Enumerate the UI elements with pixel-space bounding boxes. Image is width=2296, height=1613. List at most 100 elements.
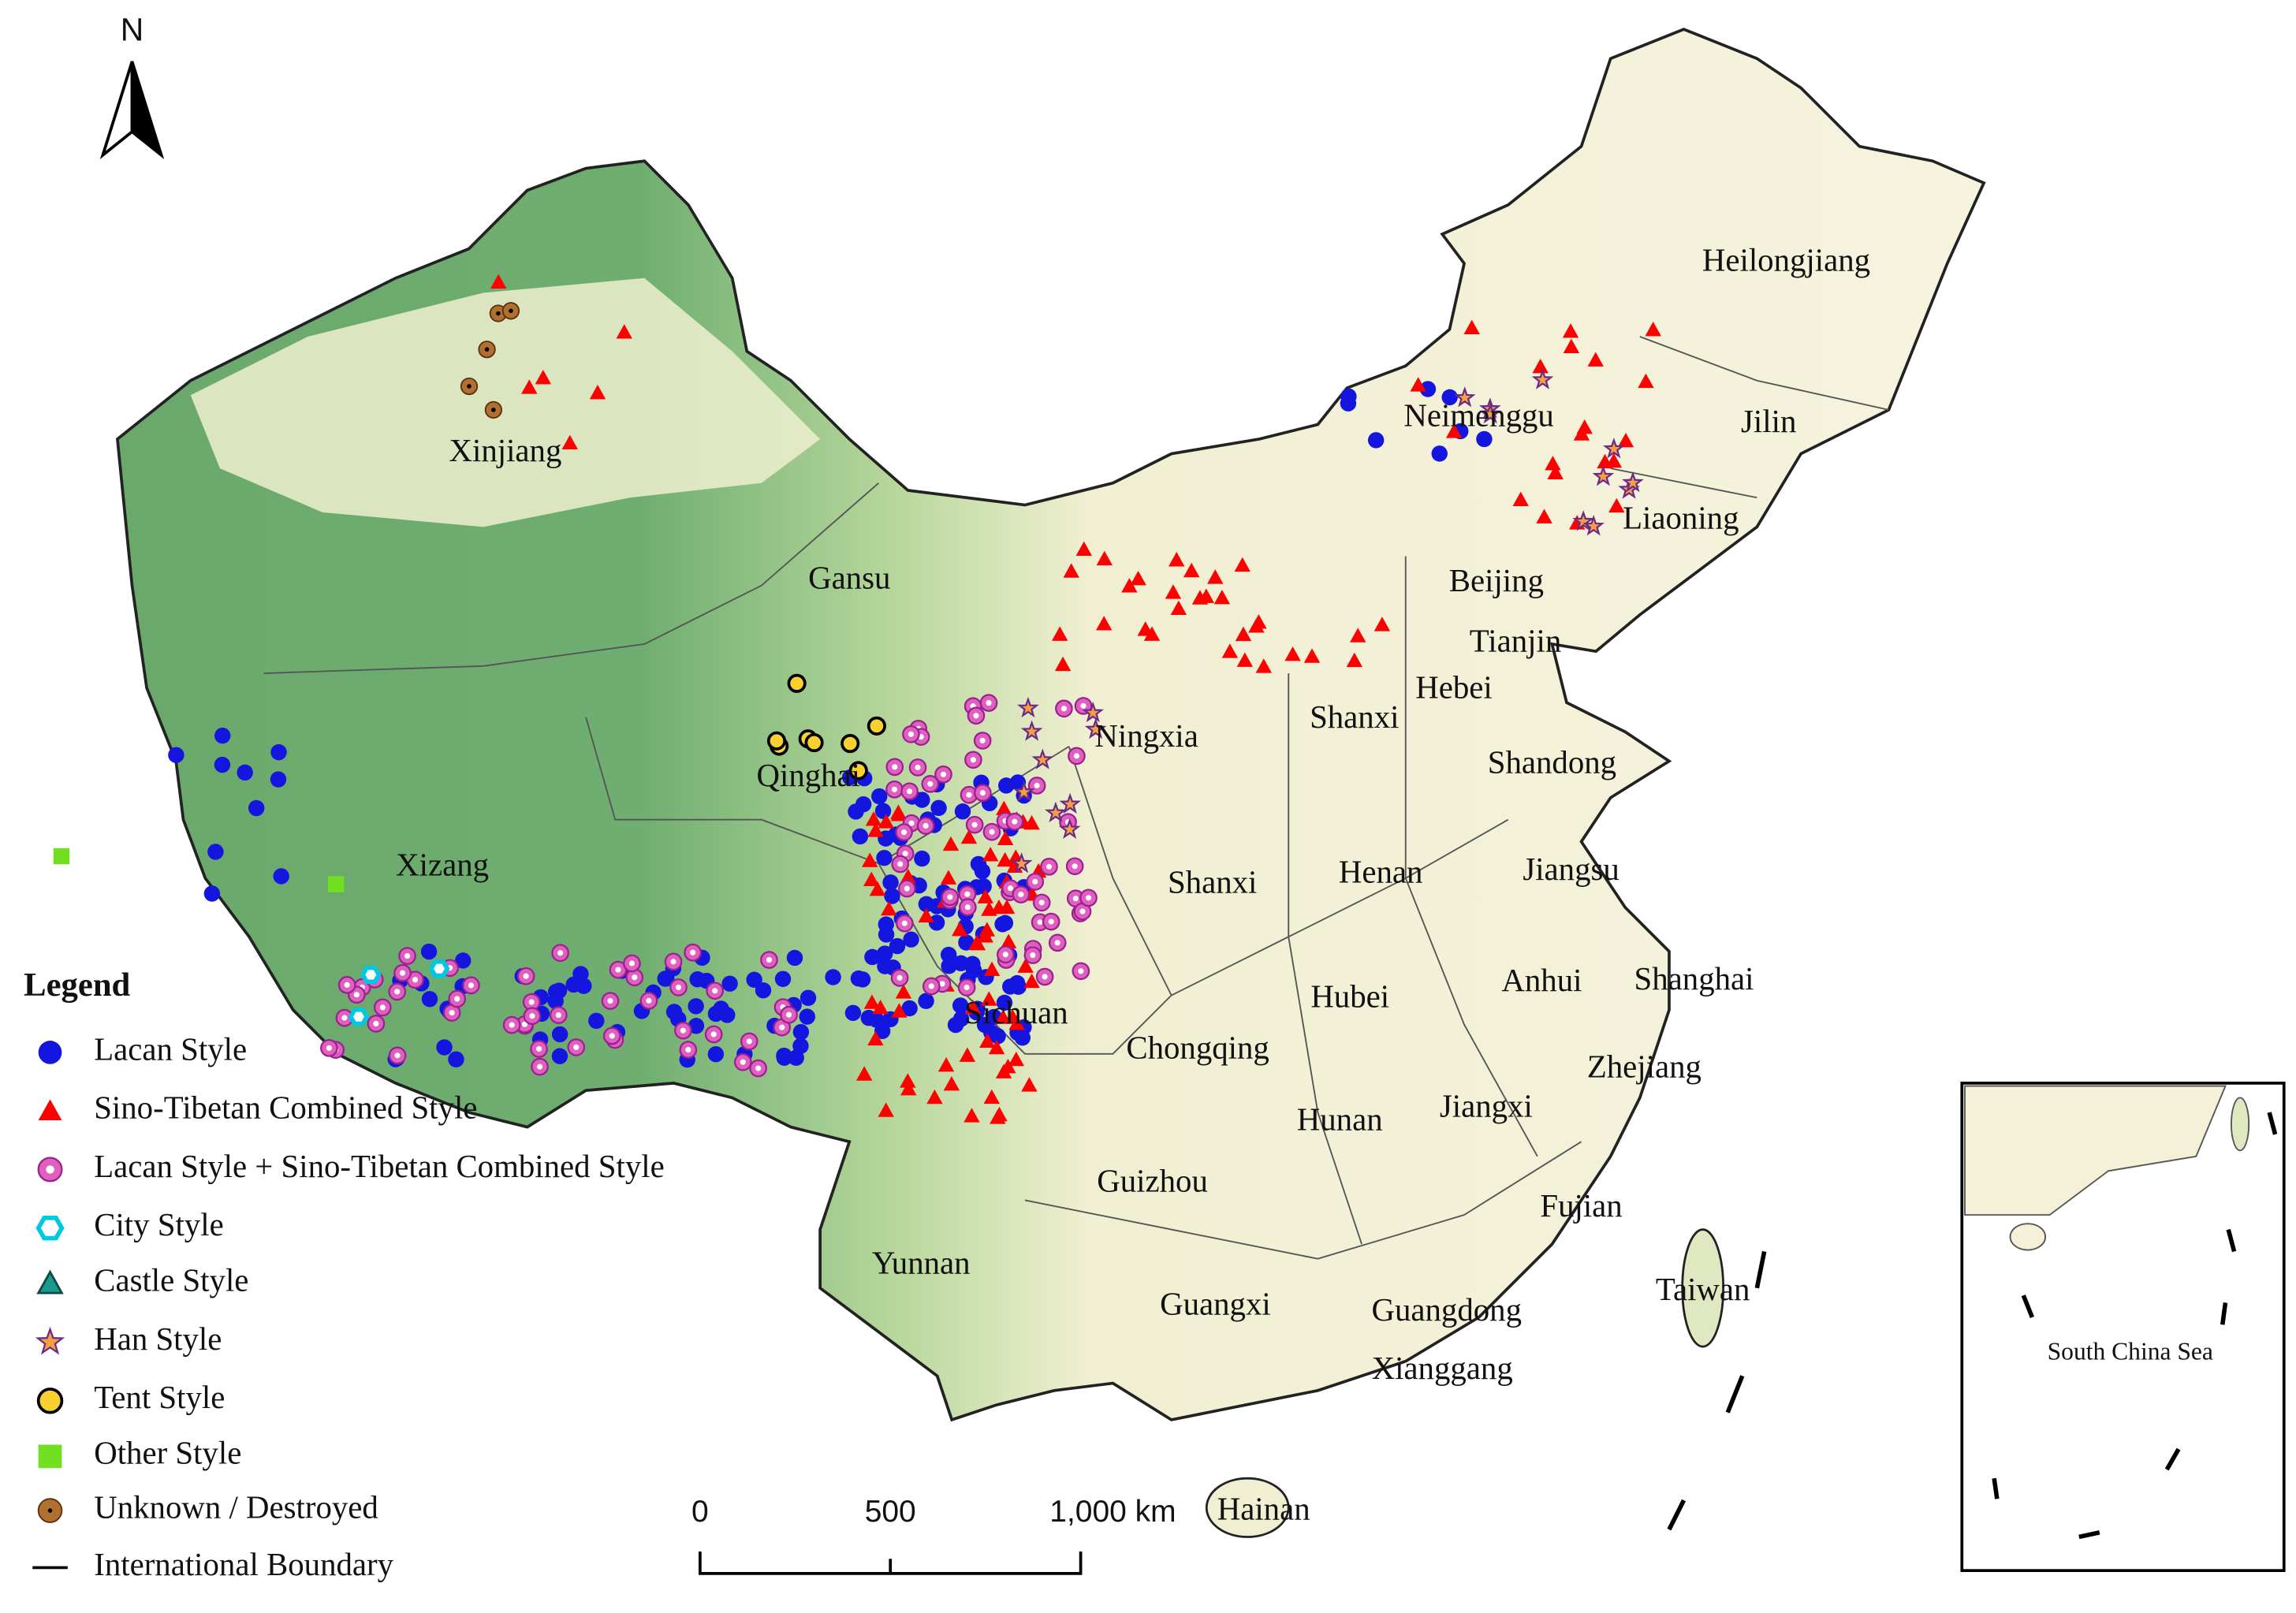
lacan-marker xyxy=(928,915,945,931)
region-label: Yunnan xyxy=(872,1245,971,1280)
sino-tibetan-marker xyxy=(1638,373,1654,389)
sino-tibetan-marker xyxy=(1213,589,1231,605)
lacan-marker xyxy=(855,795,872,813)
combined-marker-dot xyxy=(891,786,898,792)
lacan-marker xyxy=(867,1011,885,1028)
han-marker xyxy=(1031,748,1054,769)
han-marker xyxy=(1010,852,1033,874)
inset-taiwan xyxy=(2230,1097,2250,1152)
sino-tibetan-marker xyxy=(940,870,957,885)
lacan-marker xyxy=(707,1045,725,1063)
lacan-marker xyxy=(974,862,991,880)
sino-tibetan-marker xyxy=(982,847,999,862)
han-marker xyxy=(1603,438,1625,459)
han-marker xyxy=(1059,792,1082,814)
sino-tibetan-marker xyxy=(1143,626,1161,641)
hainan xyxy=(1205,1477,1290,1538)
sino-tibetan-marker xyxy=(1410,377,1426,392)
region-label: Taiwan xyxy=(1656,1272,1750,1307)
boundary xyxy=(1610,336,1889,499)
lacan-marker xyxy=(884,888,900,904)
legend-label: Unknown / Destroyed xyxy=(94,1489,378,1525)
sino-tibetan-marker xyxy=(979,1033,996,1048)
unknown-marker-dot xyxy=(496,311,501,316)
region-label: Fujian xyxy=(1540,1188,1622,1224)
region-label: Qinghai xyxy=(756,758,860,793)
sino-tibetan-marker xyxy=(878,1102,894,1117)
han-marker xyxy=(1592,465,1615,486)
inset-hainan xyxy=(2009,1223,2047,1251)
inset: South China Sea xyxy=(1960,1082,2286,1573)
sino-tibetan-marker xyxy=(983,961,1001,976)
region-label: Sichuan xyxy=(964,995,1068,1030)
land xyxy=(115,28,1986,1538)
lacan-marker xyxy=(214,727,231,744)
combined-marker-dot xyxy=(964,891,971,897)
combined-marker-dot xyxy=(1072,896,1079,902)
sino-tibetan-marker xyxy=(1170,600,1187,616)
han-marker xyxy=(1045,801,1067,823)
lacan-marker xyxy=(203,885,221,902)
lacan-marker xyxy=(877,958,893,974)
lacan-marker xyxy=(1431,445,1448,462)
sino-tibetan-marker xyxy=(942,836,960,851)
han-marker xyxy=(1572,510,1594,531)
combined-marker-dot xyxy=(901,920,908,926)
tent-marker xyxy=(36,1388,64,1414)
combined-marker-dot xyxy=(908,731,914,737)
sino-tibetan-marker xyxy=(943,1075,960,1091)
sino-tibetan-marker xyxy=(983,1089,1001,1105)
sino-tibetan-marker xyxy=(490,274,507,289)
sino-tibetan-marker xyxy=(881,900,897,916)
combined-marker-dot xyxy=(628,960,636,967)
sino-tibetan-marker xyxy=(521,379,538,394)
combined-marker-dot xyxy=(632,974,638,981)
lacan-marker xyxy=(889,937,906,955)
sino-tibetan-marker xyxy=(1255,658,1273,673)
combined-marker-dot xyxy=(896,974,903,981)
combined-marker-dot xyxy=(379,1004,386,1011)
arrow-left xyxy=(99,61,134,160)
region-label: Hainan xyxy=(1217,1491,1310,1526)
legend-title: Legend xyxy=(24,967,130,1004)
sino-tibetan-marker xyxy=(1547,464,1564,480)
legend-label: Castle Style xyxy=(94,1263,248,1298)
combined-marker-dot xyxy=(675,984,682,990)
sino-tibetan-marker xyxy=(996,800,1012,816)
lacan-marker xyxy=(854,971,871,988)
lacan-marker xyxy=(436,1039,453,1056)
arrow-right xyxy=(130,61,165,160)
lacan-marker xyxy=(776,1049,792,1066)
han-marker xyxy=(1020,720,1043,741)
han-marker xyxy=(1531,368,1554,389)
lacan-marker xyxy=(965,962,982,978)
combined-marker-dot xyxy=(46,1165,54,1174)
scale-label: 0 xyxy=(691,1495,709,1529)
legend: Legend Lacan Style Sino-Tibetan Combined … xyxy=(24,967,665,1582)
boundary xyxy=(1024,1141,1582,1260)
combined-marker-dot xyxy=(964,904,971,911)
combined-marker-dot xyxy=(1032,878,1038,885)
lacan-marker xyxy=(901,1000,918,1017)
lacan-marker xyxy=(270,771,287,788)
combined-marker-dot xyxy=(927,780,934,787)
combined-marker-dot xyxy=(404,952,411,959)
combined-marker-dot xyxy=(755,1065,762,1071)
combined-marker-dot xyxy=(1034,782,1040,789)
lacan-marker xyxy=(844,1004,862,1022)
combined-marker-dot xyxy=(1018,892,1024,898)
combined-marker-dot xyxy=(1060,706,1067,712)
tent-marker xyxy=(848,761,868,780)
lacan-marker xyxy=(1419,381,1437,397)
combined-marker-dot xyxy=(573,1044,580,1050)
combined-marker-dot xyxy=(973,713,979,719)
sino-tibetan-marker xyxy=(863,994,881,1009)
lacan-marker xyxy=(996,994,1013,1011)
region-label: Shanghai xyxy=(1634,961,1754,996)
combined-marker-dot xyxy=(344,982,350,988)
lacan-marker xyxy=(1367,432,1385,449)
lacan-marker xyxy=(947,1016,964,1034)
combined-marker-dot xyxy=(710,1031,717,1037)
combined-marker-dot xyxy=(1038,900,1045,906)
combined-marker-dot xyxy=(1046,863,1053,870)
